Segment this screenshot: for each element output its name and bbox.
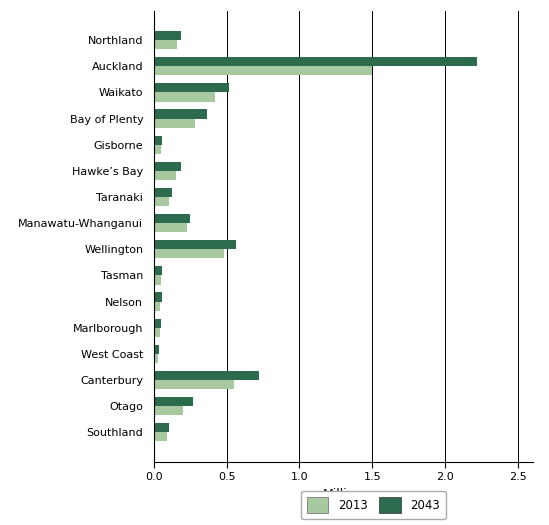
Bar [154, 276, 160, 285]
Bar [154, 171, 176, 180]
Bar [154, 197, 169, 206]
Bar [154, 319, 161, 328]
Bar [154, 423, 169, 432]
Bar [154, 92, 215, 102]
Bar [154, 109, 207, 119]
X-axis label: Million: Million [323, 488, 363, 501]
Bar [154, 66, 372, 76]
Bar [154, 371, 259, 380]
Bar [154, 249, 223, 258]
Bar [154, 301, 160, 311]
Bar [154, 432, 167, 442]
Bar [154, 188, 172, 197]
Bar [154, 145, 161, 154]
Bar [154, 345, 159, 354]
Bar [154, 31, 181, 40]
Bar [154, 135, 162, 145]
Bar [154, 119, 194, 128]
Bar [154, 214, 190, 223]
Bar [154, 240, 236, 249]
Bar [154, 354, 158, 363]
Bar [154, 83, 229, 92]
Bar [154, 57, 477, 66]
Bar [154, 406, 183, 415]
Bar [154, 223, 187, 233]
Bar [154, 292, 162, 301]
Bar [154, 380, 234, 389]
Bar [154, 40, 177, 49]
Legend: 2013, 2043: 2013, 2043 [301, 491, 446, 519]
Bar [154, 266, 162, 276]
Bar [154, 328, 160, 337]
Bar [154, 397, 193, 406]
Bar [154, 162, 181, 171]
